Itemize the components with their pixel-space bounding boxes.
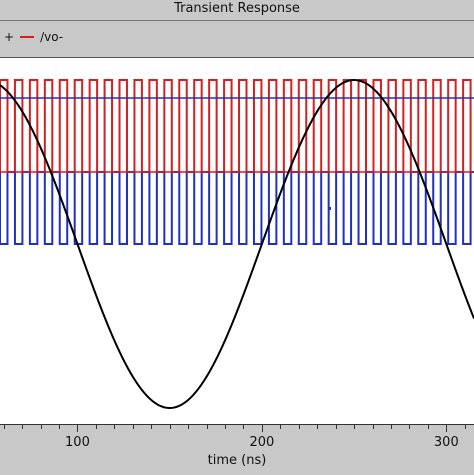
x-minor-tick [59, 425, 61, 429]
x-minor-tick [114, 425, 116, 429]
x-minor-tick [132, 425, 134, 429]
x-major-tick [261, 425, 263, 432]
x-minor-tick [225, 425, 226, 429]
plot-area[interactable] [0, 58, 474, 424]
x-tick-label: 300 [433, 435, 459, 450]
x-minor-tick [40, 425, 42, 429]
legend-bar: + /vo- [0, 21, 474, 58]
x-minor-tick [372, 425, 374, 429]
x-minor-tick [464, 425, 466, 429]
series-blue-line [0, 171, 474, 245]
x-tick-label: 100 [65, 435, 90, 450]
x-minor-tick [151, 425, 153, 429]
series-vo-minus-line [0, 79, 474, 173]
x-axis-label: time (ns) [207, 453, 267, 468]
legend-label-vo-minus: /vo- [40, 30, 64, 44]
x-minor-tick [243, 425, 245, 429]
x-minor-tick [95, 425, 97, 429]
legend-swatch-vo-minus [20, 36, 35, 38]
x-minor-tick [22, 425, 24, 429]
x-major-tick [446, 425, 448, 432]
x-minor-tick [391, 425, 392, 429]
x-minor-tick [317, 425, 319, 429]
x-minor-tick [169, 425, 171, 429]
x-minor-tick [206, 425, 208, 429]
x-minor-tick [427, 425, 429, 429]
title-bar: Transient Response [0, 0, 474, 21]
x-tick-label: 200 [249, 435, 275, 450]
x-major-tick [77, 425, 79, 432]
x-minor-tick [335, 425, 337, 429]
x-minor-tick [354, 425, 356, 429]
x-minor-tick [409, 425, 411, 429]
cursor-marker [328, 207, 331, 210]
x-minor-tick [298, 425, 300, 429]
legend-plus: + [4, 30, 15, 44]
x-minor-tick [188, 425, 190, 429]
x-minor-tick [280, 425, 282, 429]
x-minor-tick [3, 425, 5, 429]
chart-title: Transient Response [174, 1, 300, 16]
series-sine-line [0, 78, 474, 410]
x-axis-bar: time (ns) 100 200 300 [0, 424, 474, 475]
legend: + /vo- [4, 30, 63, 44]
